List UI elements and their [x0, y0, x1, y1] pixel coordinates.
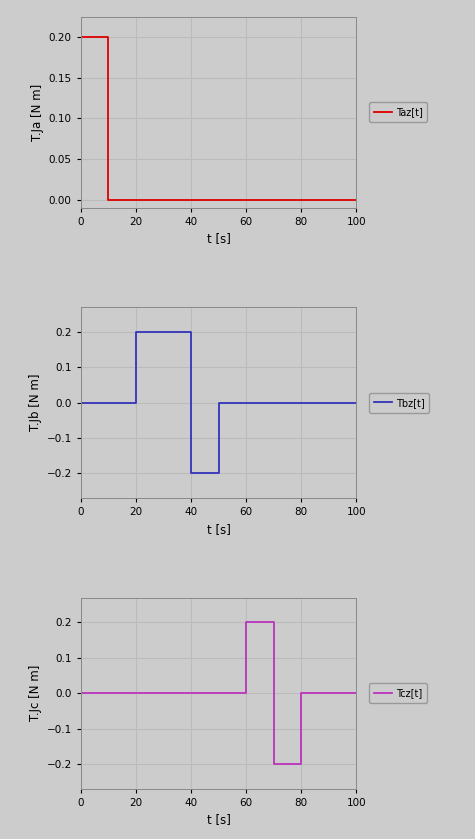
Taz[t] — [105, 32, 111, 42]
Legend: Taz[t]: Taz[t] — [370, 102, 428, 122]
Tcz[t] — [298, 758, 304, 769]
Taz[t] — [78, 32, 84, 42]
Tcz[t] — [326, 688, 332, 698]
X-axis label: t [s]: t [s] — [207, 232, 230, 246]
Y-axis label: T.Jb [N m]: T.Jb [N m] — [29, 374, 42, 431]
Y-axis label: T.Ja [N m]: T.Ja [N m] — [31, 84, 45, 141]
Tbz[t] — [133, 327, 139, 337]
Taz[t] — [353, 195, 359, 205]
Tcz[t] — [298, 688, 304, 698]
Legend: Tcz[t]: Tcz[t] — [370, 683, 427, 703]
Tcz[t] — [326, 688, 332, 698]
Taz[t] — [105, 195, 111, 205]
Tcz[t] — [243, 618, 249, 628]
Tcz[t] — [353, 688, 359, 698]
Line: Tcz[t]: Tcz[t] — [81, 623, 356, 763]
Tbz[t] — [216, 398, 221, 408]
Tcz[t] — [271, 618, 276, 628]
Tbz[t] — [188, 468, 194, 478]
Tcz[t] — [243, 688, 249, 698]
X-axis label: t [s]: t [s] — [207, 813, 230, 826]
Y-axis label: T.Jc [N m]: T.Jc [N m] — [29, 665, 42, 722]
Tbz[t] — [353, 398, 359, 408]
Tcz[t] — [78, 688, 84, 698]
Tbz[t] — [216, 468, 221, 478]
Line: Taz[t]: Taz[t] — [81, 37, 356, 200]
Tbz[t] — [188, 327, 194, 337]
Tbz[t] — [133, 398, 139, 408]
Tcz[t] — [271, 758, 276, 769]
Legend: Tbz[t]: Tbz[t] — [370, 393, 429, 413]
X-axis label: t [s]: t [s] — [207, 523, 230, 536]
Line: Tbz[t]: Tbz[t] — [81, 332, 356, 473]
Tbz[t] — [78, 398, 84, 408]
